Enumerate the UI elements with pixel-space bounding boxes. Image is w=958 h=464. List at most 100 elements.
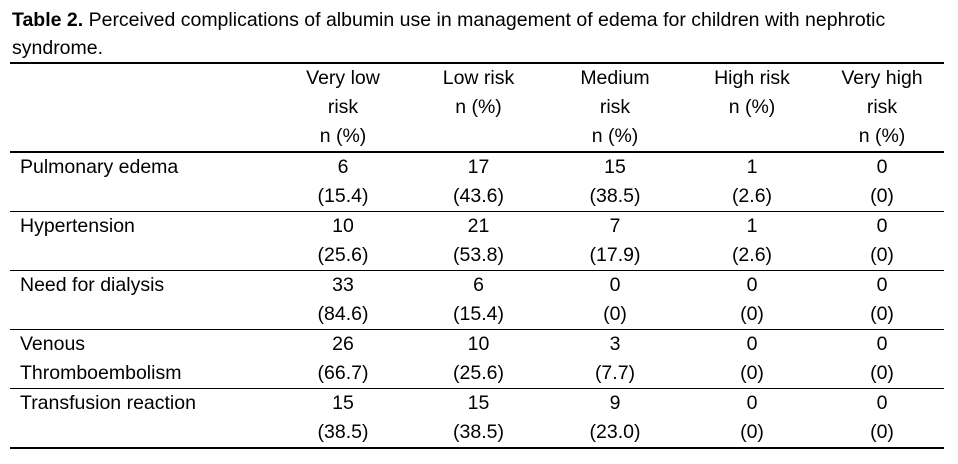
cell-percent: (53.8)	[453, 244, 504, 266]
column-header-line: risk	[866, 96, 898, 118]
column-header-line: n (%)	[455, 96, 502, 118]
cell-count: 26	[332, 333, 354, 355]
cell-count: 6	[337, 156, 349, 178]
cell-percent: (0)	[870, 185, 894, 207]
cell-percent: (66.7)	[317, 362, 369, 384]
data-cell: 0 (0)	[546, 271, 684, 330]
data-cell: 3 (7.7)	[546, 330, 684, 389]
cell-percent: (0)	[740, 362, 764, 384]
cell-percent: (0)	[870, 362, 894, 384]
cell-percent: (15.4)	[317, 185, 369, 207]
cell-count: 17	[467, 156, 490, 178]
data-cell: 1 (2.6)	[684, 212, 820, 271]
cell-percent: (23.0)	[589, 421, 641, 443]
column-header: Low risk n (%)	[411, 64, 546, 152]
row-label-line: Venous	[20, 333, 86, 355]
cell-percent: (38.5)	[589, 185, 641, 207]
cell-count: 10	[332, 215, 354, 237]
column-header-line: Medium	[580, 67, 650, 89]
data-cell: 9 (23.0)	[546, 389, 684, 449]
table-row: Venous Thromboembolism 26 (66.7) 10 (25.6) 3 (7…	[10, 330, 944, 389]
cell-percent: (0)	[870, 303, 894, 325]
row-label-line: Thromboembolism	[20, 362, 182, 384]
data-cell: 33 (84.6)	[275, 271, 411, 330]
data-cell: 10 (25.6)	[275, 212, 411, 271]
row-label: Pulmonary edema	[10, 152, 275, 212]
cell-percent: (25.6)	[453, 362, 504, 384]
cell-percent: (2.6)	[731, 244, 773, 266]
column-header-line: n (%)	[728, 96, 776, 118]
cell-count: 10	[467, 333, 490, 355]
data-cell: 17 (43.6)	[411, 152, 546, 212]
table-top-rule	[10, 62, 944, 64]
cell-count: 1	[746, 156, 758, 178]
data-cell: 15 (38.5)	[411, 389, 546, 449]
cell-count: 15	[604, 156, 626, 178]
cell-count: 0	[609, 274, 621, 296]
header-empty-cell	[10, 64, 275, 152]
cell-percent: (0)	[740, 303, 764, 325]
cell-count: 9	[609, 392, 621, 414]
column-header: Very high risk n (%)	[820, 64, 944, 152]
table-caption: Table 2. Perceived complications of albu…	[12, 6, 942, 62]
row-label: Venous Thromboembolism	[10, 330, 275, 389]
complications-table: Very low risk n (%) Low risk n (%) Medium risk…	[10, 64, 944, 449]
data-cell: 15 (38.5)	[546, 152, 684, 212]
data-cell: 6 (15.4)	[275, 152, 411, 212]
row-label-line: Need for dialysis	[20, 274, 165, 296]
data-cell: 0 (0)	[820, 152, 944, 212]
row-label-line: Pulmonary edema	[20, 156, 179, 178]
column-header: Very low risk n (%)	[275, 64, 411, 152]
cell-percent: (0)	[740, 421, 764, 443]
cell-count: 0	[746, 392, 758, 414]
data-cell: 21 (53.8)	[411, 212, 546, 271]
cell-count: 0	[876, 156, 888, 178]
column-header-line: risk	[327, 96, 359, 118]
cell-percent: (38.5)	[453, 421, 504, 443]
cell-percent: (0)	[870, 244, 894, 266]
cell-percent: (7.7)	[594, 362, 636, 384]
table-body: Pulmonary edema 6 (15.4) 17 (43.6) 15 (38.5) 1(…	[10, 152, 944, 448]
header-row: Very low risk n (%) Low risk n (%) Medium risk…	[10, 64, 944, 152]
column-header-line: High risk	[714, 67, 790, 89]
table-row: Need for dialysis 33 (84.6) 6 (15.4) 0 (0) 0 (0)…	[10, 271, 944, 330]
cell-percent: (0)	[870, 421, 894, 443]
cell-count: 0	[746, 333, 758, 355]
cell-count: 0	[876, 274, 888, 296]
data-cell: 1 (2.6)	[684, 152, 820, 212]
cell-percent: (38.5)	[317, 421, 369, 443]
cell-count: 21	[467, 215, 490, 237]
cell-count: 15	[332, 392, 354, 414]
row-label: Hypertension	[10, 212, 275, 271]
column-header-line: n (%)	[858, 125, 906, 147]
cell-count: 7	[609, 215, 621, 237]
cell-percent: (0)	[603, 303, 627, 325]
cell-count: 0	[876, 333, 888, 355]
column-header-line: Low risk	[442, 67, 515, 89]
data-cell: 6 (15.4)	[411, 271, 546, 330]
cell-count: 33	[332, 274, 354, 296]
data-cell: 15 (38.5)	[275, 389, 411, 449]
cell-count: 0	[876, 392, 888, 414]
row-label-line: Transfusion reaction	[20, 392, 196, 414]
cell-count: 0	[876, 215, 888, 237]
data-cell: 0 (0)	[684, 271, 820, 330]
cell-count: 3	[609, 333, 621, 355]
cell-count: 15	[467, 392, 490, 414]
data-cell: 26 (66.7)	[275, 330, 411, 389]
data-cell: 0 (0)	[820, 330, 944, 389]
row-label: Need for dialysis	[10, 271, 275, 330]
column-header-line: Very high	[841, 67, 923, 89]
cell-percent: (15.4)	[453, 303, 504, 325]
data-cell: 10 (25.6)	[411, 330, 546, 389]
caption-text: Perceived complications of albumin use i…	[12, 9, 886, 59]
cell-percent: (2.6)	[731, 185, 773, 207]
table-row: Pulmonary edema 6 (15.4) 17 (43.6) 15 (38.5) 1 (…	[10, 152, 944, 212]
column-header-line: Very low	[306, 67, 380, 89]
cell-count: 6	[473, 274, 484, 296]
column-header-line: n (%)	[591, 125, 639, 147]
column-header-line: risk	[599, 96, 631, 118]
cell-percent: (43.6)	[453, 185, 504, 207]
data-cell: 0 (0)	[684, 389, 820, 449]
cell-percent: (25.6)	[317, 244, 369, 266]
